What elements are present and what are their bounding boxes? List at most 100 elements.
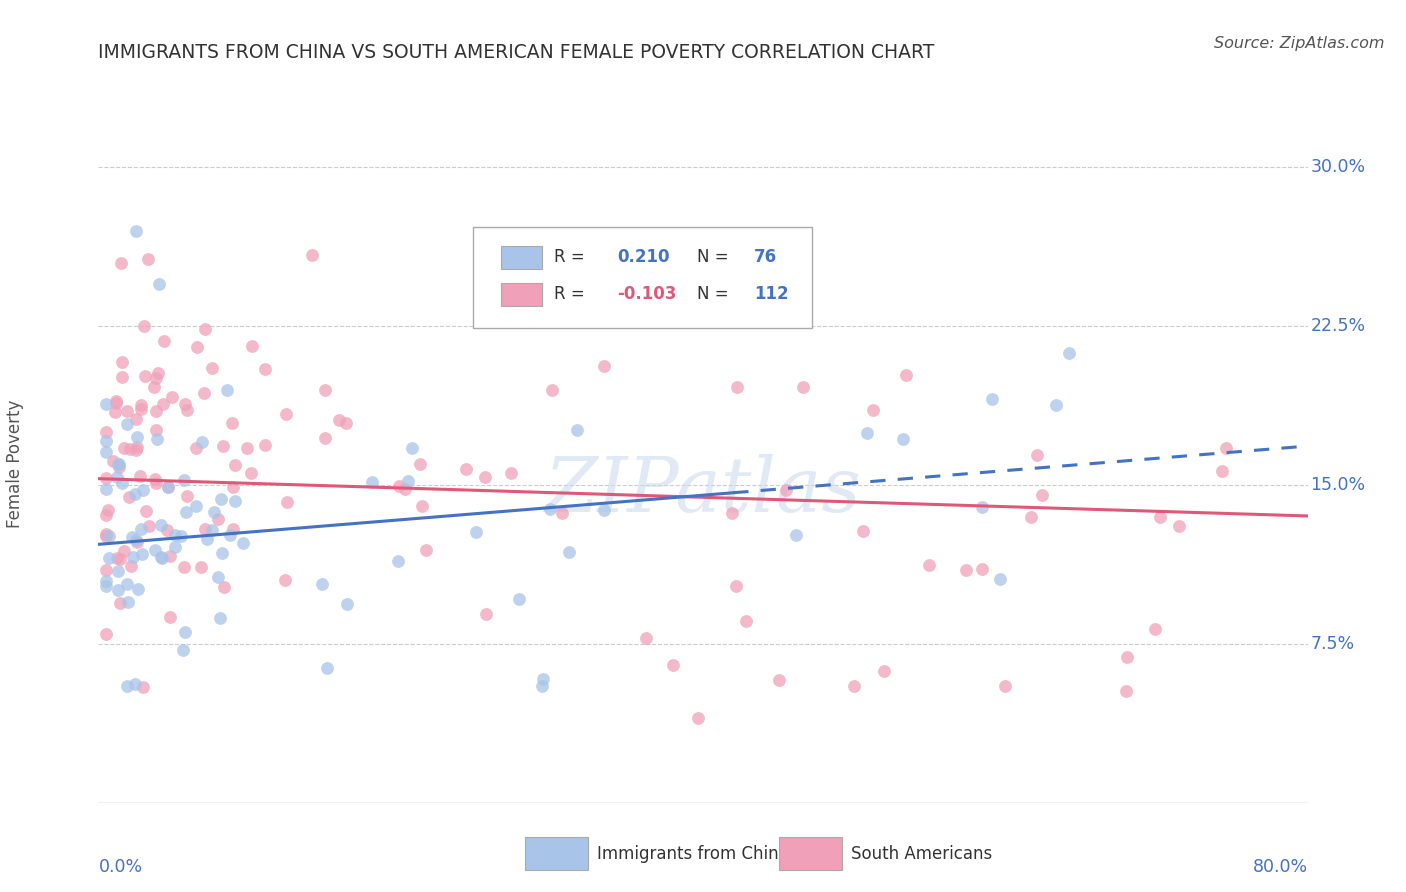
- Point: [117, 594, 139, 608]
- Point: [107, 458, 129, 472]
- Point: [409, 457, 432, 471]
- Point: [165, 528, 187, 542]
- Text: 22.5%: 22.5%: [1310, 318, 1365, 335]
- Point: [240, 339, 263, 353]
- Point: [994, 679, 1017, 693]
- Point: [176, 489, 198, 503]
- Point: [107, 583, 129, 598]
- Point: [852, 524, 875, 538]
- Point: [221, 522, 243, 536]
- Point: [531, 672, 554, 686]
- Point: [121, 550, 143, 565]
- Point: [207, 570, 229, 584]
- Point: [725, 379, 748, 393]
- Point: [94, 470, 117, 484]
- Point: [361, 475, 384, 489]
- Point: [336, 597, 359, 611]
- Text: ZIPatlas: ZIPatlas: [544, 454, 862, 528]
- Point: [538, 501, 561, 516]
- Point: [94, 425, 117, 440]
- Point: [110, 551, 132, 566]
- FancyBboxPatch shape: [779, 838, 842, 870]
- FancyBboxPatch shape: [501, 245, 543, 268]
- Point: [132, 483, 155, 497]
- Point: [114, 543, 136, 558]
- Point: [194, 322, 217, 336]
- Point: [221, 416, 243, 430]
- Point: [111, 355, 134, 369]
- Point: [209, 611, 232, 625]
- Point: [153, 334, 176, 349]
- Point: [150, 549, 173, 564]
- Point: [159, 549, 181, 563]
- Point: [215, 383, 238, 397]
- Point: [1019, 510, 1042, 524]
- Point: [146, 366, 169, 380]
- Point: [150, 517, 173, 532]
- Point: [118, 442, 141, 457]
- Text: 15.0%: 15.0%: [1310, 476, 1365, 494]
- Point: [176, 402, 198, 417]
- Point: [1149, 510, 1171, 524]
- Point: [396, 474, 419, 488]
- Point: [108, 596, 131, 610]
- Point: [1143, 622, 1166, 636]
- Text: R =: R =: [554, 248, 591, 266]
- Point: [97, 503, 120, 517]
- Text: R =: R =: [554, 285, 591, 303]
- Point: [145, 476, 167, 491]
- Point: [94, 578, 117, 592]
- Point: [891, 433, 914, 447]
- Point: [775, 483, 797, 497]
- Point: [129, 469, 152, 483]
- Point: [990, 572, 1012, 586]
- Point: [172, 643, 194, 657]
- Point: [1211, 464, 1233, 478]
- Point: [209, 492, 232, 507]
- Point: [174, 505, 197, 519]
- Text: 0.0%: 0.0%: [98, 858, 142, 876]
- Point: [145, 423, 167, 437]
- Point: [274, 407, 297, 421]
- Text: 80.0%: 80.0%: [1253, 858, 1308, 876]
- Point: [104, 404, 127, 418]
- Point: [160, 390, 183, 404]
- Point: [593, 359, 616, 374]
- Point: [94, 396, 117, 410]
- Point: [970, 562, 993, 576]
- Point: [173, 560, 195, 574]
- Point: [768, 673, 790, 687]
- Point: [253, 438, 276, 452]
- Point: [115, 404, 138, 418]
- Point: [725, 579, 748, 593]
- Point: [970, 500, 993, 514]
- Point: [316, 661, 339, 675]
- Point: [212, 439, 235, 453]
- Point: [454, 462, 477, 476]
- Point: [115, 417, 138, 432]
- Point: [1115, 683, 1137, 698]
- Point: [129, 522, 152, 536]
- Point: [207, 512, 229, 526]
- Point: [156, 524, 179, 538]
- Text: 76: 76: [754, 248, 778, 266]
- Point: [157, 480, 180, 494]
- FancyBboxPatch shape: [474, 227, 811, 328]
- Point: [108, 459, 131, 474]
- Point: [558, 545, 581, 559]
- Point: [110, 255, 132, 269]
- Point: [94, 563, 117, 577]
- Point: [94, 444, 117, 458]
- Point: [465, 524, 488, 539]
- Point: [146, 433, 169, 447]
- Point: [142, 380, 165, 394]
- Point: [232, 536, 254, 550]
- Point: [107, 457, 129, 471]
- Point: [111, 476, 134, 491]
- Point: [240, 466, 263, 480]
- Point: [105, 396, 128, 410]
- Point: [224, 458, 246, 472]
- Text: Female Poverty: Female Poverty: [6, 400, 24, 528]
- Point: [401, 441, 423, 455]
- Text: South Americans: South Americans: [851, 845, 991, 863]
